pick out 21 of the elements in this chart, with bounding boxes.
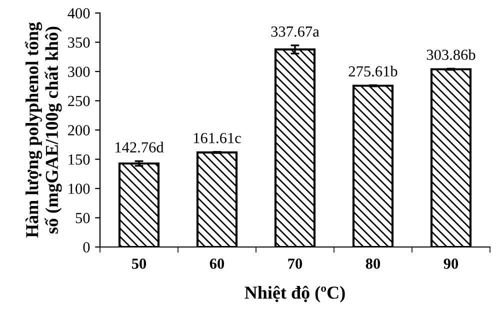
x-tick-label: 60 <box>210 258 224 269</box>
y-tick-label: 0 <box>83 242 90 252</box>
data-label: 303.86b <box>426 49 476 60</box>
y-tick-label: 100 <box>68 184 90 194</box>
y-tick-label: 300 <box>68 66 90 77</box>
y-tick-label: 350 <box>68 37 90 48</box>
data-label: 161.61c <box>194 132 241 144</box>
x-tick-label: 80 <box>366 258 380 269</box>
x-axis-title: Nhiệt độ (ºC) <box>244 286 345 302</box>
y-axis-title: Hàm lượng polyphenol tổng số (mgGAE/100g chất khô) <box>24 22 62 238</box>
x-tick-label: 50 <box>132 258 146 269</box>
x-tick-label: 90 <box>444 258 458 269</box>
y-tick-label: 50 <box>76 212 90 224</box>
y-tick-label: 200 <box>68 125 90 136</box>
x-tick-label: 70 <box>288 258 302 269</box>
data-label: 337.67a <box>271 26 320 37</box>
y-tick-label: 150 <box>68 154 90 165</box>
y-tick-label: 250 <box>68 96 90 106</box>
data-label: 142.76d <box>116 142 164 153</box>
data-label: 275.61b <box>348 66 398 77</box>
y-tick-label: 400 <box>68 8 90 18</box>
